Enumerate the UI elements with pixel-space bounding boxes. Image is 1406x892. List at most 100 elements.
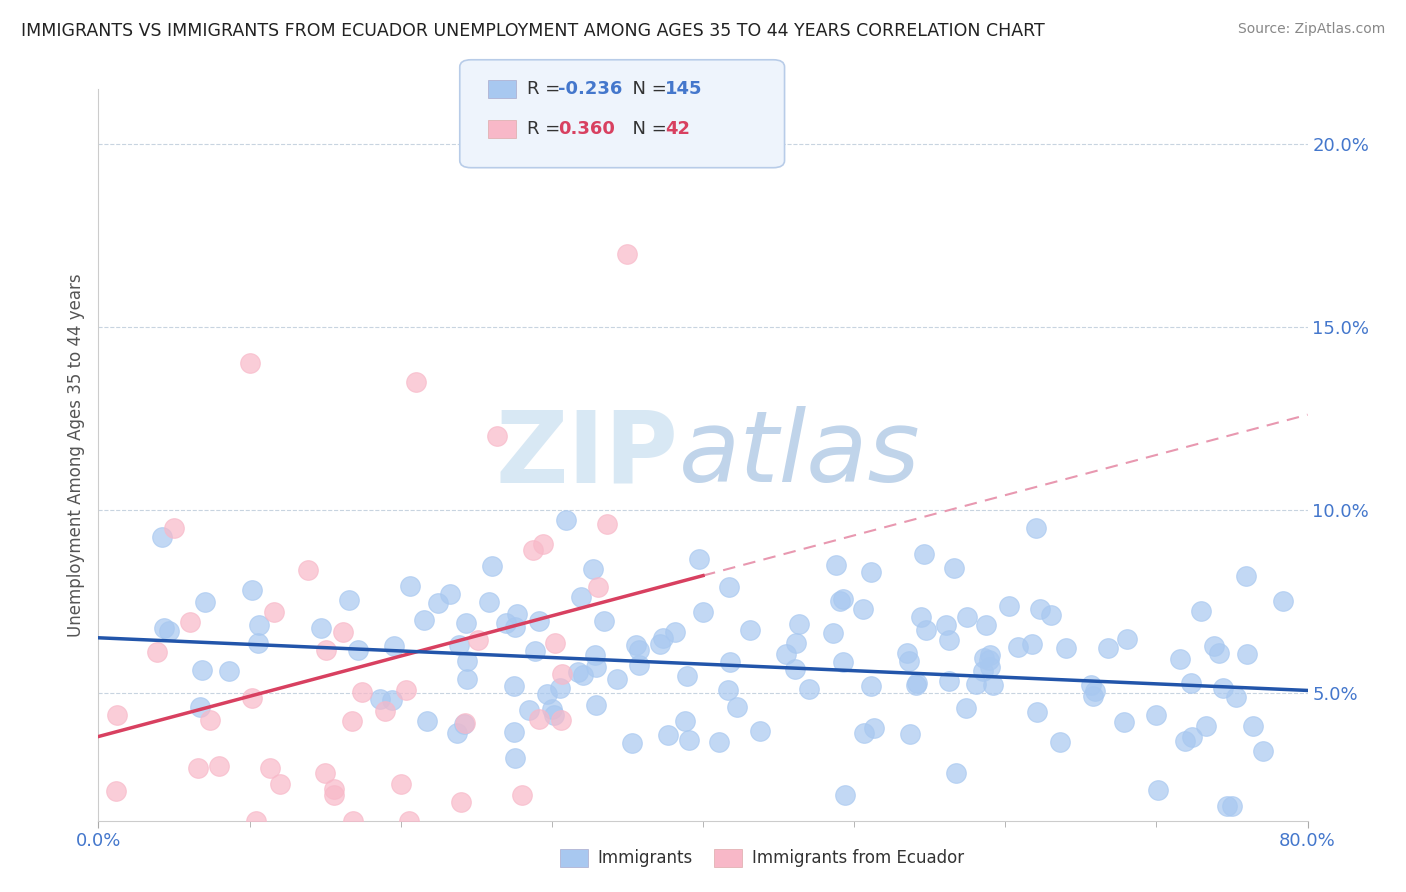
Point: [1170, 652, 1192, 666]
Point: [374, 704, 396, 718]
Point: [322, 788, 344, 802]
Point: [973, 650, 995, 665]
Point: [955, 700, 977, 714]
Point: [749, 724, 772, 739]
Point: [323, 782, 346, 797]
Point: [453, 716, 475, 731]
Point: [240, 583, 263, 598]
Point: [519, 703, 541, 717]
Point: [263, 605, 285, 619]
Point: [955, 610, 977, 624]
Point: [503, 724, 526, 739]
Point: [624, 638, 647, 652]
Point: [572, 667, 595, 681]
Point: [548, 681, 571, 695]
Point: [1225, 690, 1247, 705]
Point: [688, 552, 710, 566]
Point: [859, 565, 882, 579]
Point: [852, 602, 875, 616]
Point: [1220, 799, 1243, 814]
Point: [1272, 594, 1295, 608]
Point: [481, 559, 503, 574]
Point: [998, 599, 1021, 614]
Point: [979, 659, 1001, 673]
Point: [381, 692, 404, 706]
Point: [1029, 601, 1052, 615]
Point: [586, 580, 609, 594]
Point: [664, 625, 686, 640]
Point: [543, 708, 565, 723]
Point: [1021, 637, 1043, 651]
Point: [912, 547, 935, 561]
Point: [544, 635, 567, 649]
Point: [454, 615, 477, 630]
Point: [540, 702, 562, 716]
Point: [208, 758, 231, 772]
Point: [398, 814, 420, 828]
Point: [522, 543, 544, 558]
Point: [453, 717, 475, 731]
Point: [585, 698, 607, 712]
Point: [616, 246, 638, 260]
Point: [370, 691, 392, 706]
Point: [427, 597, 450, 611]
Point: [863, 721, 886, 735]
Point: [240, 690, 263, 705]
Point: [825, 558, 848, 572]
Point: [269, 777, 291, 791]
Point: [550, 666, 572, 681]
Point: [945, 765, 967, 780]
Point: [595, 516, 617, 531]
Point: [1144, 708, 1167, 723]
Point: [153, 621, 176, 635]
Point: [1195, 719, 1218, 733]
Point: [853, 725, 876, 739]
Point: [555, 513, 578, 527]
Point: [1040, 607, 1063, 622]
Text: R =: R =: [527, 80, 567, 98]
Point: [583, 648, 606, 663]
Point: [828, 593, 851, 607]
Point: [593, 614, 616, 628]
Point: [831, 591, 853, 606]
Point: [533, 537, 555, 551]
Point: [495, 615, 517, 630]
Point: [627, 658, 650, 673]
Point: [628, 642, 651, 657]
Point: [1212, 681, 1234, 695]
Point: [797, 682, 820, 697]
Point: [309, 621, 332, 635]
Point: [1174, 734, 1197, 748]
Point: [692, 605, 714, 619]
Point: [585, 659, 607, 673]
Point: [938, 633, 960, 648]
Text: 0.360: 0.360: [558, 120, 614, 138]
Point: [506, 607, 529, 621]
Point: [347, 643, 370, 657]
Point: [1204, 640, 1226, 654]
Point: [1115, 632, 1137, 646]
Point: [860, 679, 883, 693]
Point: [447, 638, 470, 652]
Point: [157, 624, 180, 639]
Point: [190, 700, 212, 714]
Point: [218, 664, 240, 678]
Point: [1049, 735, 1071, 749]
Point: [935, 618, 957, 632]
Point: [657, 728, 679, 742]
Text: N =: N =: [621, 120, 673, 138]
Point: [510, 788, 533, 802]
Point: [527, 712, 550, 726]
Text: N =: N =: [621, 80, 673, 98]
Point: [297, 563, 319, 577]
Point: [1007, 640, 1029, 654]
Point: [502, 679, 524, 693]
Point: [478, 595, 501, 609]
Point: [1025, 705, 1047, 719]
Point: [606, 672, 628, 686]
Point: [651, 631, 673, 645]
Point: [1114, 714, 1136, 729]
Point: [527, 614, 550, 628]
Point: [200, 713, 222, 727]
Point: [456, 654, 478, 668]
